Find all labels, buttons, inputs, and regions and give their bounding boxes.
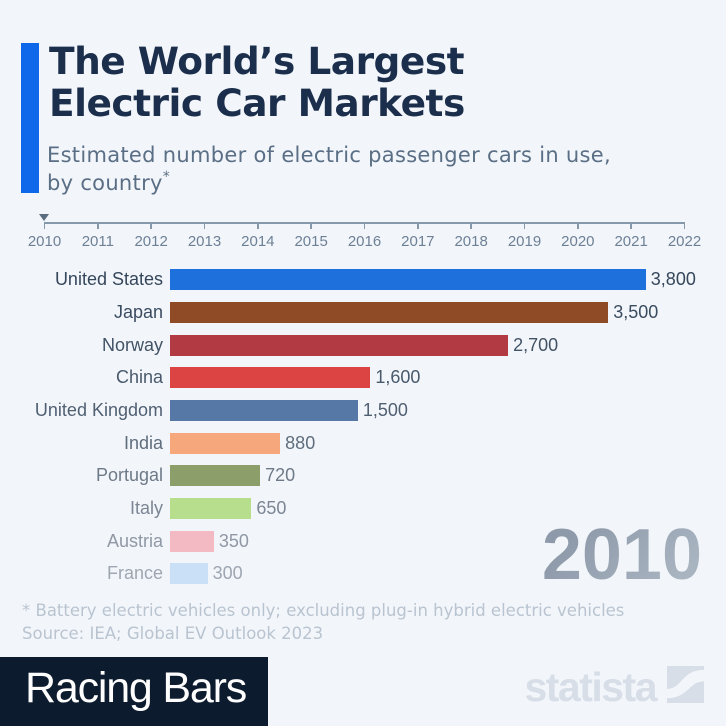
bar-row-china: China 1,600 [0, 367, 726, 389]
timeline-tick [630, 222, 632, 229]
bar-row-france: France 300 [0, 563, 726, 585]
bar [170, 269, 646, 291]
value-label: 880 [285, 432, 316, 453]
value-label: 300 [212, 563, 243, 584]
subtitle-line-1: Estimated number of electric passenger c… [47, 142, 611, 167]
title-accent-bar [21, 43, 39, 193]
timeline-tick [257, 222, 259, 229]
series-tag-box: Racing Bars [0, 657, 268, 726]
bar [170, 498, 252, 519]
country-label: Portugal [95, 465, 163, 486]
value-label: 350 [218, 530, 249, 551]
timeline-tick [150, 222, 152, 229]
timeline-tick [417, 222, 419, 229]
chart-subtitle: Estimated number of electric passenger c… [47, 141, 687, 197]
bar-row-norway: Norway 2,700 [0, 334, 726, 356]
bar [170, 563, 208, 585]
current-year-display: 2010 [541, 515, 702, 595]
country-label: United States [54, 269, 163, 290]
footnote-line-1: * Battery electric vehicles only; exclud… [22, 601, 625, 620]
timeline-tick [523, 222, 526, 229]
bar-row-india: India 880 [0, 432, 726, 454]
bar-row-portugal: Portugal 720 [0, 465, 726, 487]
year-label-2012: 2012 [134, 233, 168, 250]
bar-row-austria: Austria 350 [0, 530, 726, 552]
bar [170, 530, 214, 552]
title-line-1: The World’s Largest [49, 39, 465, 83]
value-label: 3,800 [650, 269, 696, 290]
year-label-2021: 2021 [614, 233, 648, 250]
statista-wordmark: statista [524, 664, 657, 710]
bar [170, 334, 509, 356]
timeline-tick [43, 222, 46, 229]
bar-chart: United States 3,800 Japan 3,500 Norway 2,700 C… [0, 269, 726, 585]
bar [170, 399, 358, 421]
year-label-2019: 2019 [507, 233, 542, 250]
year-label-2020: 2020 [561, 233, 595, 250]
timeline-tick [363, 222, 366, 229]
country-label: Norway [101, 334, 163, 355]
year-label-2010: 2010 [27, 233, 62, 250]
country-label: United Kingdom [34, 399, 163, 420]
year-label-2014: 2014 [241, 233, 275, 250]
bar [170, 301, 609, 323]
title-line-2: Electric Car Markets [49, 81, 465, 125]
year-label-2017: 2017 [401, 233, 435, 250]
bar [170, 432, 281, 454]
country-label: Japan [113, 301, 163, 322]
country-label: Italy [129, 498, 163, 518]
bar-row-united-kingdom: United Kingdom 1,500 [0, 399, 726, 421]
country-label: India [123, 432, 163, 453]
current-year-marker-icon [39, 213, 49, 221]
country-label: France [106, 563, 163, 584]
country-label: Austria [106, 530, 163, 551]
timeline-tick [470, 222, 472, 229]
value-label: 720 [265, 465, 296, 486]
year-label-2013: 2013 [187, 233, 222, 250]
bar-row-japan: Japan 3,500 [0, 301, 726, 323]
timeline-axis: 2010 2011 2012 2013 2014 2015 2016 2017 2018 2019… [0, 0, 726, 260]
timeline-tick [97, 222, 99, 229]
timeline-tick [683, 222, 686, 229]
value-label: 1,500 [362, 399, 408, 420]
year-label-2016: 2016 [347, 233, 382, 250]
timeline-tick [310, 222, 312, 229]
statista-logo-icon [667, 666, 704, 703]
year-label-2018: 2018 [454, 233, 488, 250]
footnote-marker: * [162, 168, 171, 185]
year-label-2015: 2015 [294, 233, 328, 250]
timeline-tick [203, 222, 206, 229]
bar-row-italy: Italy 650 [0, 498, 726, 519]
series-tag-label: Racing Bars [25, 663, 247, 712]
bar [170, 367, 371, 389]
footnote-line-2: Source: IEA; Global EV Outlook 2023 [22, 623, 324, 643]
subtitle-line-2: by country [47, 170, 163, 195]
value-label: 3,500 [613, 301, 659, 322]
value-label: 650 [256, 498, 287, 518]
value-label: 2,700 [513, 334, 559, 355]
country-label: China [115, 367, 163, 388]
statista-logo: statista [519, 663, 704, 708]
value-label: 1,600 [375, 367, 421, 388]
timeline-tick [577, 222, 579, 229]
year-label-2011: 2011 [81, 233, 114, 250]
bar-row-united-states: United States 3,800 [0, 269, 726, 291]
year-label-2022: 2022 [667, 233, 702, 250]
page-title: The World’s Largest Electric Car Markets [49, 40, 689, 124]
bar [170, 465, 261, 487]
footnote: * Battery electric vehicles only; exclud… [22, 600, 624, 645]
